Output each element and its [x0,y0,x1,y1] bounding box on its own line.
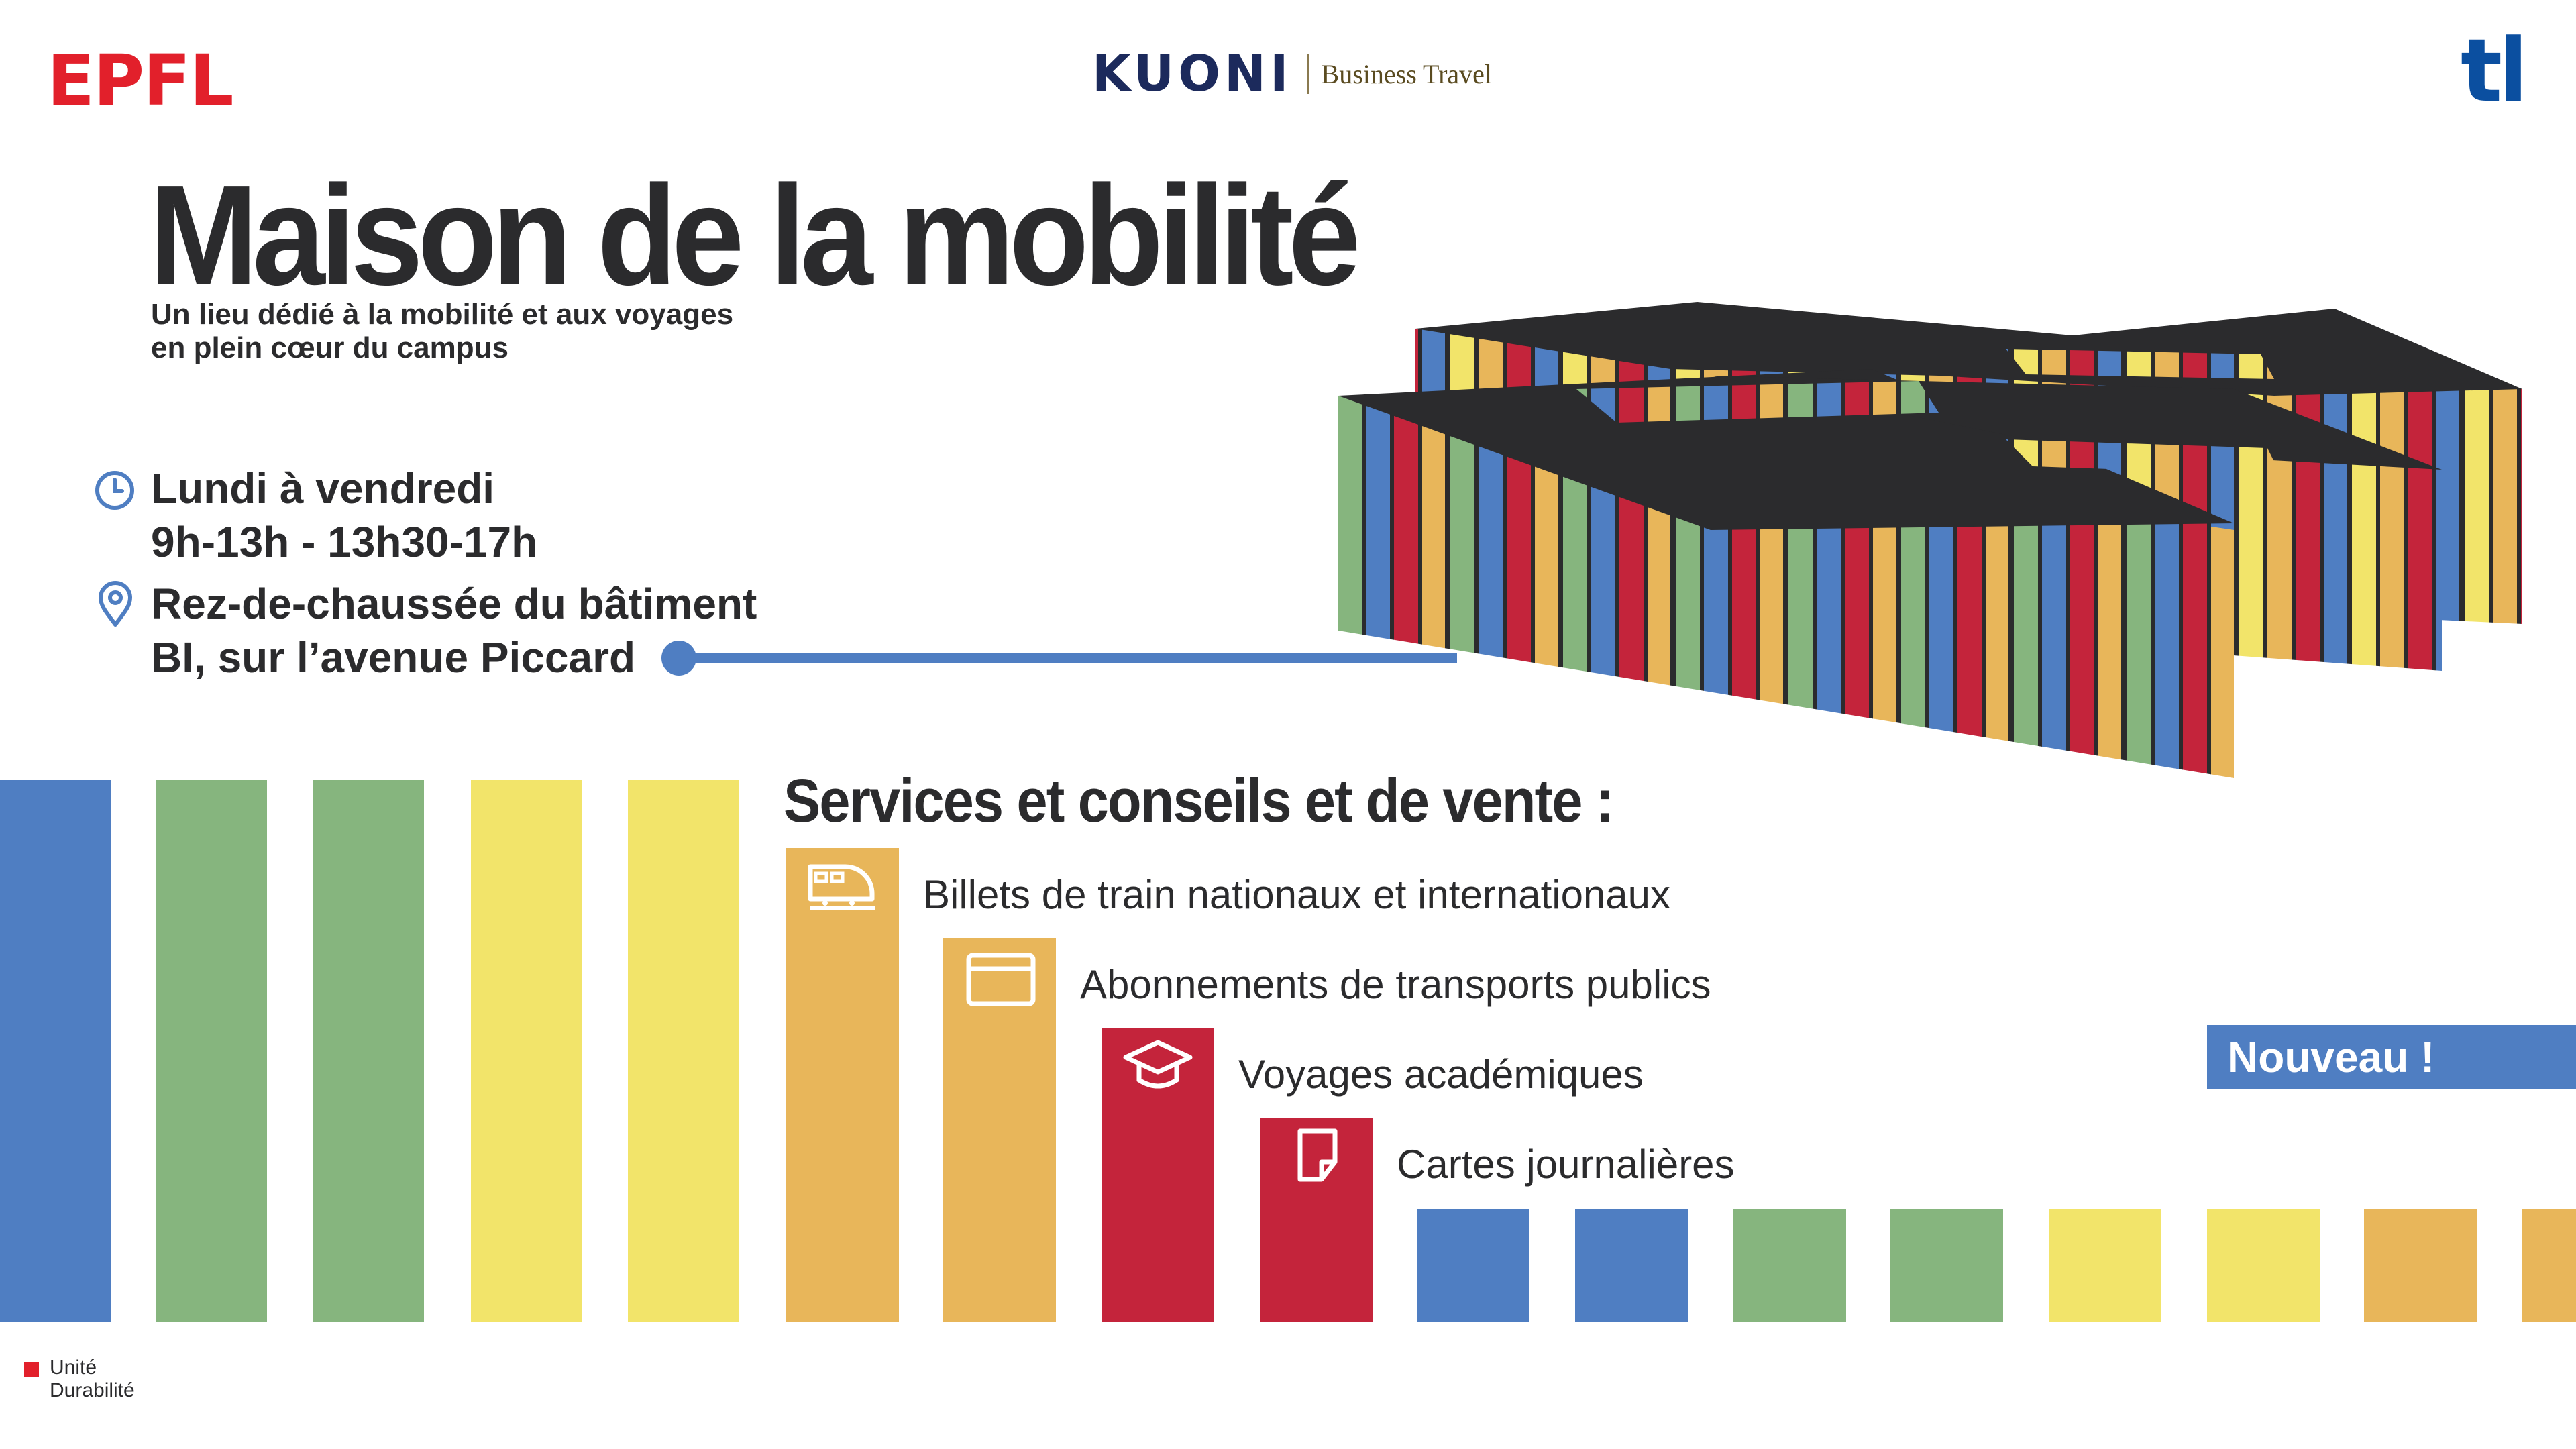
service-label-subscriptions: Abonnements de transports publics [1080,962,1711,1007]
clock-icon [95,471,134,510]
kuoni-logo-text: KUONI [1092,45,1293,103]
graduation-cap-icon [1123,1040,1193,1089]
color-bar-17 [2522,1209,2576,1322]
color-bar-3 [313,780,424,1322]
building-roof-front [1338,369,2234,530]
kuoni-logo: KUONI Business Travel [1092,45,1493,103]
color-bar-12 [1733,1209,1846,1322]
color-bar-5 [628,780,739,1322]
location-pin-icon [99,581,132,627]
color-bar-2 [156,780,267,1322]
connector-dot [661,641,696,676]
document-icon [1297,1128,1338,1182]
color-bar-6 [786,848,899,1322]
kuoni-logo-divider [1307,54,1309,94]
services-title: Services et conseils et de vente : [784,767,1614,835]
color-bar-10 [1417,1209,1529,1322]
color-bar-11 [1575,1209,1688,1322]
building-front-facade [1338,396,2234,778]
color-bar-14 [2049,1209,2161,1322]
service-label-day-passes: Cartes journalières [1397,1142,1735,1187]
color-bar-15 [2207,1209,2320,1322]
location-block: Rez-de-chaussée du bâtiment BI, sur l’av… [151,577,757,684]
hours-days: Lundi à vendredi [151,464,495,513]
tl-logo: tl [2461,19,2528,121]
footer-line-2: Durabilité [50,1379,135,1401]
service-label-academic-travel: Voyages académiques [1238,1052,1644,1097]
color-bar-9 [1260,1118,1373,1322]
courtyard-2 [2006,439,2281,475]
location-line-1: Rez-de-chaussée du bâtiment [151,580,757,628]
new-badge: Nouveau ! [2207,1025,2576,1089]
service-label-train-tickets: Billets de train nationaux et internatio… [923,872,1671,917]
subtitle-line-1: Un lieu dédié à la mobilité et aux voyag… [151,298,734,331]
unite-durabilite-label: Unité Durabilité [50,1356,135,1402]
kuoni-logo-subtitle: Business Travel [1321,58,1493,89]
subtitle-line-2: en plein cœur du campus [151,331,508,364]
footer-line-1: Unité [50,1356,97,1379]
page-title: Maison de la mobilité [149,156,1361,315]
train-icon [808,864,875,910]
epfl-logo: EPFL [47,40,234,121]
color-bar-8 [1102,1028,1214,1322]
color-bar-4 [471,780,582,1322]
color-bar-13 [1890,1209,2003,1322]
location-line-2: BI, sur l’avenue Piccard [151,633,636,682]
hours-times: 9h-13h - 13h30-17h [151,518,538,566]
color-bar-1 [0,780,111,1322]
page-subtitle: Un lieu dédié à la mobilité et aux voyag… [151,298,733,365]
color-bar-16 [2364,1209,2477,1322]
unite-durabilite-square [24,1362,39,1377]
building-illustration [1338,302,2522,778]
connector-line [679,653,1457,663]
courtyard-3 [2006,349,2274,379]
card-icon [966,953,1036,1006]
courtyard-1 [1576,381,1939,423]
hours-block: Lundi à vendredi 9h-13h - 13h30-17h [151,462,537,569]
